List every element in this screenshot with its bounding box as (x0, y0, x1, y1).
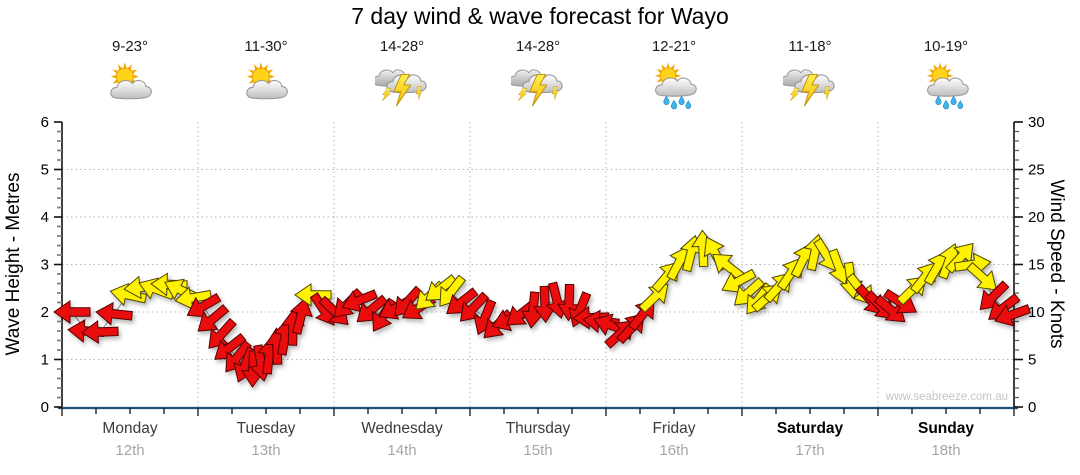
x-label-thursday: Thursday 15th (505, 420, 571, 459)
wind-arrows-layer (53, 229, 1034, 388)
wave-axis-tick-label: 0 (41, 399, 49, 416)
day-column-thursday: 14-28° (470, 38, 606, 117)
day-temp: 12-21° (651, 38, 697, 55)
day-column-friday: 12-21° (606, 38, 742, 117)
day-column-monday: 9-23° (62, 38, 198, 117)
x-label-wednesday: Wednesday 14th (361, 420, 443, 459)
wave-axis-tick-label: 6 (41, 114, 49, 131)
day-temp: 14-28° (379, 38, 425, 55)
wind-arrow (81, 319, 119, 345)
x-label-friday: Friday 16th (652, 420, 696, 459)
day-column-saturday: 11-18° (742, 38, 878, 117)
day-temp: 11-18° (788, 38, 832, 55)
wind-axis-tick-label: 15 (1028, 257, 1045, 274)
day-temp: 10-19° (923, 38, 969, 55)
axes (54, 121, 1023, 416)
wind-axis-tick-label: 5 (1028, 352, 1036, 369)
day-temp: 14-28° (515, 38, 561, 55)
wind-axis-tick-label: 30 (1028, 114, 1045, 131)
watermark: www.seabreeze.com.au (885, 391, 1008, 403)
x-label-tuesday: Tuesday 13th (236, 420, 296, 459)
wave-axis-tick-label: 5 (41, 162, 49, 179)
wave-axis-tick-label: 2 (41, 304, 49, 321)
wave-axis-tick-label: 1 (41, 352, 49, 369)
gridlines (62, 122, 1014, 407)
page-title: 7 day wind & wave forecast for Wayo (351, 3, 729, 29)
x-label-monday: Monday 12th (102, 420, 158, 459)
wind-axis-tick-label: 20 (1028, 209, 1045, 226)
wave-axis-tick-label: 4 (41, 209, 49, 226)
day-column-sunday: 10-19° (878, 38, 1014, 117)
x-label-saturday: Saturday 17th (776, 420, 844, 459)
day-temp: 11-30° (244, 38, 288, 55)
axis-tick-labels: 0 1 2 3 4 5 6 0 5 10 15 20 25 30 (41, 114, 1045, 416)
wind-axis-tick-label: 10 (1028, 304, 1045, 321)
wind-axis-tick-label: 0 (1028, 399, 1036, 416)
day-temp: 9-23° (111, 38, 149, 55)
day-column-wednesday: 14-28° (334, 38, 470, 117)
x-label-sunday: Sunday 18th (918, 420, 974, 459)
wind-axis-tick-label: 25 (1028, 162, 1045, 179)
day-column-tuesday: 11-30° (198, 38, 334, 117)
wind-arrow (94, 300, 134, 328)
wave-axis-tick-label: 3 (41, 257, 49, 274)
